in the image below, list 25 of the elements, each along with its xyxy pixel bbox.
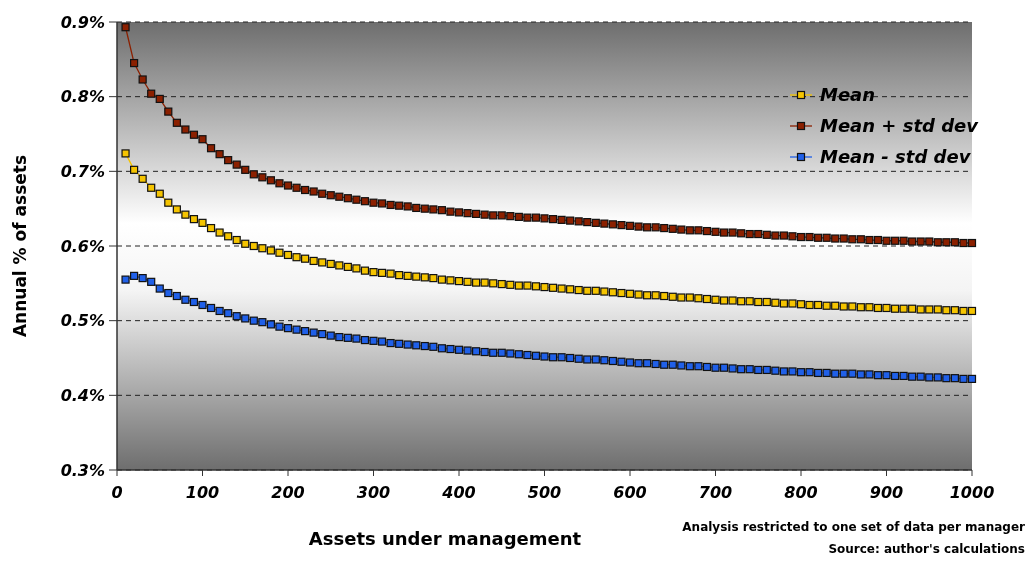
legend-label: Mean — [820, 84, 876, 106]
x-tick-label: 700 — [698, 483, 733, 502]
y-tick-label: 0.5% — [60, 311, 105, 331]
y-axis-title: Annual % of assets — [10, 154, 30, 338]
text: Analysis restricted to one set of data per manager — [682, 520, 1026, 534]
x-tick-label: 500 — [527, 483, 562, 502]
x-tick-label: 800 — [784, 483, 818, 502]
x-tick-label: 300 — [356, 483, 391, 502]
x-tick-label: 1000 — [949, 483, 995, 502]
x-tick-label: 900 — [869, 483, 904, 502]
x-tick-label: 200 — [271, 483, 305, 502]
y-tick-label: 0.8% — [60, 87, 105, 107]
legend-label: Mean + std dev — [820, 115, 980, 137]
x-tick-label: 600 — [613, 483, 647, 502]
x-tick-label: 100 — [185, 483, 220, 502]
x-tick-label: 0 — [111, 483, 123, 502]
y-tick-label: 0.9% — [60, 12, 105, 32]
y-tick-label: 0.4% — [60, 385, 105, 405]
x-axis-title: Assets under management — [308, 528, 582, 549]
legend-label: Mean - std dev — [820, 146, 972, 168]
y-tick-label: 0.3% — [60, 460, 105, 480]
source-note: Source: author's calculations — [828, 542, 1025, 556]
x-tick-label: 400 — [441, 483, 476, 502]
y-tick-label: 0.7% — [60, 161, 105, 181]
y-tick-label: 0.6% — [60, 236, 105, 256]
